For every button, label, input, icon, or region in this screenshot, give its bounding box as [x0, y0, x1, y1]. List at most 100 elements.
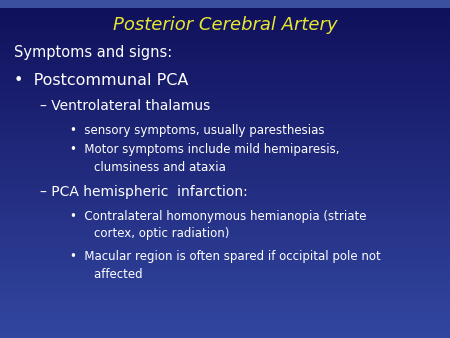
Bar — [0, 105, 450, 106]
Bar — [0, 186, 450, 187]
Text: •  Postcommunal PCA: • Postcommunal PCA — [14, 73, 188, 88]
Bar — [0, 112, 450, 113]
Bar — [0, 193, 450, 194]
Bar — [0, 122, 450, 123]
Bar — [0, 211, 450, 212]
Bar — [0, 224, 450, 225]
Bar — [0, 283, 450, 284]
Bar — [0, 90, 450, 91]
Bar — [0, 214, 450, 215]
Bar — [0, 73, 450, 74]
Bar — [0, 2, 450, 3]
Bar — [0, 196, 450, 197]
Bar — [0, 25, 450, 26]
Bar — [0, 223, 450, 224]
Bar — [0, 149, 450, 150]
Bar — [0, 128, 450, 129]
Bar — [0, 151, 450, 152]
Bar — [0, 150, 450, 151]
Bar — [0, 234, 450, 236]
Bar — [0, 133, 450, 134]
Bar — [0, 104, 450, 105]
Bar — [0, 319, 450, 320]
Bar — [0, 210, 450, 211]
Bar — [0, 111, 450, 112]
Bar — [0, 154, 450, 155]
Bar — [0, 108, 450, 109]
Bar — [0, 189, 450, 190]
Bar — [0, 16, 450, 17]
Bar — [0, 107, 450, 108]
Bar — [0, 243, 450, 244]
Text: – Ventrolateral thalamus: – Ventrolateral thalamus — [40, 99, 211, 114]
Bar — [0, 65, 450, 67]
Bar — [0, 217, 450, 219]
Bar — [0, 61, 450, 62]
Bar — [0, 40, 450, 41]
Bar — [0, 100, 450, 101]
Bar — [0, 318, 450, 319]
Bar — [0, 141, 450, 142]
Bar — [0, 148, 450, 149]
Bar — [0, 18, 450, 19]
Bar — [0, 180, 450, 182]
Text: •  Contralateral homonymous hemianopia (striate: • Contralateral homonymous hemianopia (s… — [70, 210, 366, 223]
Bar — [0, 260, 450, 261]
Bar — [0, 313, 450, 314]
Bar — [0, 269, 450, 270]
Bar — [0, 142, 450, 143]
Bar — [0, 298, 450, 300]
Bar — [0, 140, 450, 141]
Bar — [0, 200, 450, 202]
Bar — [0, 219, 450, 220]
Bar — [0, 83, 450, 84]
Bar — [0, 109, 450, 111]
Bar — [0, 36, 450, 37]
Bar — [0, 57, 450, 58]
Bar — [0, 182, 450, 183]
Text: Symptoms and signs:: Symptoms and signs: — [14, 45, 172, 60]
Bar — [0, 229, 450, 230]
Bar — [0, 302, 450, 303]
Bar — [0, 146, 450, 148]
Bar — [0, 45, 450, 46]
Bar — [0, 92, 450, 94]
Bar — [0, 187, 450, 188]
Text: cortex, optic radiation): cortex, optic radiation) — [79, 227, 229, 240]
Bar — [0, 266, 450, 267]
Bar — [0, 294, 450, 295]
Bar — [0, 135, 450, 136]
Bar — [0, 275, 450, 276]
Bar — [0, 331, 450, 332]
Bar — [0, 155, 450, 156]
Bar — [0, 315, 450, 317]
Bar — [0, 178, 450, 179]
Bar — [0, 50, 450, 51]
Bar — [0, 255, 450, 256]
Bar — [0, 80, 450, 81]
Bar — [0, 222, 450, 223]
Bar — [0, 38, 450, 40]
Bar — [0, 138, 450, 139]
Text: •  Macular region is often spared if occipital pole not: • Macular region is often spared if occi… — [70, 250, 381, 263]
Bar — [0, 197, 450, 198]
Bar — [0, 37, 450, 38]
Bar — [0, 58, 450, 60]
Bar — [0, 194, 450, 195]
Bar — [0, 145, 450, 146]
Bar — [0, 9, 450, 10]
Bar — [0, 60, 450, 61]
Bar — [0, 75, 450, 77]
Bar — [0, 68, 450, 69]
Bar — [0, 153, 450, 154]
Bar — [0, 134, 450, 135]
Bar — [0, 19, 450, 20]
Bar — [0, 230, 450, 231]
Bar — [0, 263, 450, 264]
Bar — [0, 286, 450, 287]
Bar — [0, 26, 450, 27]
Bar — [0, 24, 450, 25]
Bar — [0, 14, 450, 15]
Bar — [0, 290, 450, 291]
Bar — [0, 257, 450, 258]
